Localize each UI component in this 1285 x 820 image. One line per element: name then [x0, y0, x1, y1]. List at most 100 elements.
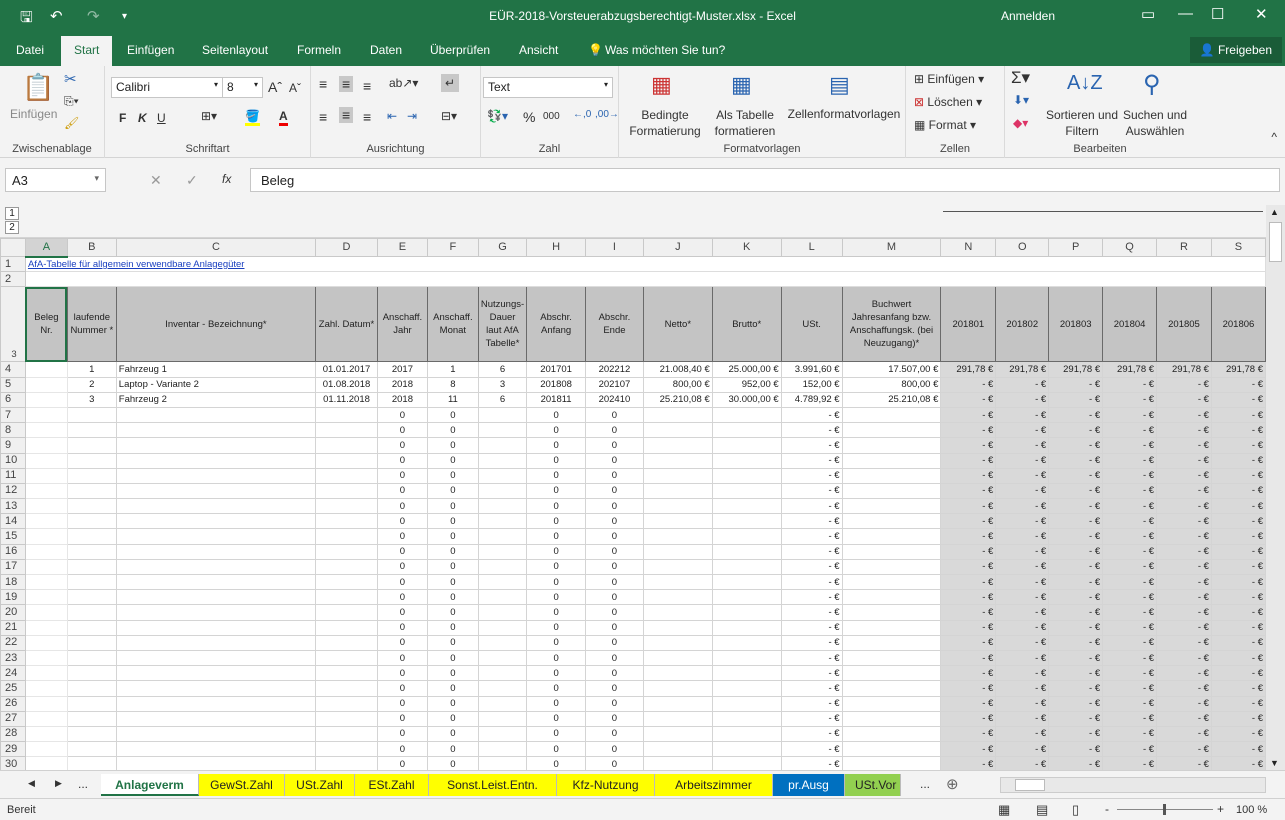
cell-M28[interactable] — [841, 725, 942, 743]
cell-H28[interactable]: 0 — [526, 725, 587, 743]
cell-I6[interactable]: 202410 — [585, 391, 644, 408]
column-header-J[interactable]: J — [642, 238, 713, 257]
cell-O26[interactable]: - € — [995, 695, 1050, 712]
insert-cells-button[interactable]: ⊞ Einfügen ▾ — [914, 72, 985, 86]
cell-H4[interactable]: 201701 — [526, 361, 587, 378]
cell-K9[interactable] — [711, 437, 782, 454]
sort-filter-button[interactable]: Sortieren und Filtern — [1045, 108, 1119, 138]
fill-icon[interactable]: ⬇▾ — [1013, 93, 1030, 107]
cell-N5[interactable]: - € — [940, 376, 997, 393]
orientation-icon[interactable]: ab↗▾ — [389, 76, 419, 90]
cell-S29[interactable]: - € — [1210, 741, 1266, 758]
cell-D24[interactable] — [315, 665, 378, 682]
cell-L24[interactable]: - € — [780, 665, 843, 682]
cell-A29[interactable] — [24, 741, 68, 758]
cell-O13[interactable]: - € — [995, 498, 1050, 515]
cell-M11[interactable] — [841, 467, 942, 484]
outline-level-2[interactable]: 2 — [5, 221, 19, 234]
cell-C29[interactable] — [115, 741, 317, 758]
cell-S12[interactable]: - € — [1210, 482, 1266, 500]
name-box[interactable]: A3 ▾ — [5, 168, 106, 192]
cell-S24[interactable]: - € — [1210, 665, 1266, 682]
row-header[interactable]: 28 — [0, 725, 26, 743]
row-header[interactable]: 14 — [0, 513, 26, 530]
cell-R8[interactable]: - € — [1156, 422, 1212, 439]
cell-G12[interactable] — [477, 482, 528, 500]
row-header[interactable]: 26 — [0, 695, 26, 712]
row-header[interactable]: 24 — [0, 665, 26, 682]
cell-O17[interactable]: - € — [995, 558, 1050, 576]
cell-E23[interactable]: 0 — [376, 649, 428, 667]
cell-L19[interactable]: - € — [780, 589, 843, 606]
header-C[interactable]: Inventar - Bezeichnung* — [115, 286, 317, 363]
ribbon-display-icon[interactable]: ▭ — [1141, 6, 1156, 23]
cell-D12[interactable] — [315, 482, 378, 500]
cell-L11[interactable]: - € — [780, 467, 843, 484]
cell-I18[interactable]: 0 — [585, 573, 644, 591]
cell-P25[interactable]: - € — [1048, 680, 1104, 697]
cell-Q14[interactable]: - € — [1102, 513, 1158, 530]
cell-E15[interactable]: 0 — [376, 528, 428, 545]
cell-A26[interactable] — [24, 695, 68, 712]
cell-D7[interactable] — [315, 406, 378, 424]
cell-A17[interactable] — [24, 558, 68, 576]
cell-A14[interactable] — [24, 513, 68, 530]
cell-S26[interactable]: - € — [1210, 695, 1266, 712]
cell-Q22[interactable]: - € — [1102, 634, 1158, 651]
cell-K13[interactable] — [711, 498, 782, 515]
autosum-icon[interactable]: Σ▾ — [1011, 68, 1031, 87]
cell-H30[interactable]: 0 — [526, 756, 587, 770]
outline-level-1[interactable]: 1 — [5, 207, 19, 220]
cancel-icon[interactable]: ✕ — [150, 172, 162, 188]
column-header-A[interactable]: A — [24, 238, 68, 258]
paste-icon[interactable]: 📋 — [22, 72, 55, 102]
cell-C30[interactable] — [115, 756, 317, 770]
cell-J10[interactable] — [642, 452, 713, 469]
cell-O25[interactable]: - € — [995, 680, 1050, 697]
cell-M29[interactable] — [841, 741, 942, 758]
column-header-N[interactable]: N — [940, 238, 997, 257]
cell-D13[interactable] — [315, 498, 378, 515]
cell-D18[interactable] — [315, 573, 378, 591]
italic-button[interactable]: K — [138, 111, 147, 125]
cell-P22[interactable]: - € — [1048, 634, 1104, 651]
cell[interactable] — [24, 271, 1266, 288]
cell-K15[interactable] — [711, 528, 782, 545]
cell-B5[interactable]: 2 — [66, 376, 117, 393]
cell-C12[interactable] — [115, 482, 317, 500]
save-icon[interactable]: 🖫 — [20, 9, 33, 26]
cell-B11[interactable] — [66, 467, 117, 484]
cell-L8[interactable]: - € — [780, 422, 843, 439]
cell-G6[interactable]: 6 — [477, 391, 528, 408]
cell-F11[interactable]: 0 — [426, 467, 479, 484]
cell-M25[interactable] — [841, 680, 942, 697]
cell-H9[interactable]: 0 — [526, 437, 587, 454]
cell-J22[interactable] — [642, 634, 713, 651]
cell-F19[interactable]: 0 — [426, 589, 479, 606]
cell-P4[interactable]: 291,78 € — [1048, 361, 1104, 378]
cell-E29[interactable]: 0 — [376, 741, 428, 758]
cell-F13[interactable]: 0 — [426, 498, 479, 515]
cell-M6[interactable]: 25.210,08 € — [841, 391, 942, 408]
cell-Q18[interactable]: - € — [1102, 573, 1158, 591]
cell-D21[interactable] — [315, 619, 378, 636]
cell-J20[interactable] — [642, 604, 713, 621]
cell-G7[interactable] — [477, 406, 528, 424]
header-K[interactable]: Brutto* — [711, 286, 782, 363]
cell-K5[interactable]: 952,00 € — [711, 376, 782, 393]
row-header[interactable]: 17 — [0, 558, 26, 576]
cell-N30[interactable]: - € — [940, 756, 997, 770]
cell-J9[interactable] — [642, 437, 713, 454]
cell-C13[interactable] — [115, 498, 317, 515]
clear-icon[interactable]: ◆▾ — [1013, 116, 1029, 130]
cell-G26[interactable] — [477, 695, 528, 712]
cell-L20[interactable]: - € — [780, 604, 843, 621]
cell-D8[interactable] — [315, 422, 378, 439]
cell-H18[interactable]: 0 — [526, 573, 587, 591]
cell-O19[interactable]: - € — [995, 589, 1050, 606]
cell-E14[interactable]: 0 — [376, 513, 428, 530]
cell-L13[interactable]: - € — [780, 498, 843, 515]
row-header[interactable]: 2 — [0, 271, 26, 288]
cell-H29[interactable]: 0 — [526, 741, 587, 758]
cell-B12[interactable] — [66, 482, 117, 500]
